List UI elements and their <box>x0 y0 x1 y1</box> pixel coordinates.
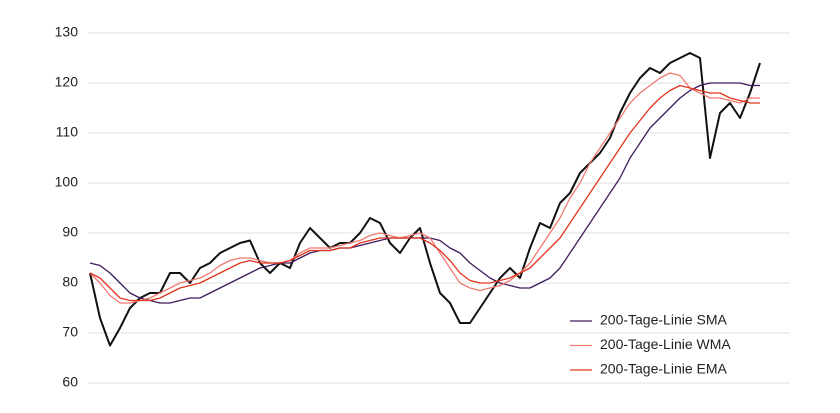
y-tick-label: 120 <box>55 74 79 90</box>
legend-label: 200-Tage-Linie SMA <box>600 312 728 328</box>
y-tick-label: 110 <box>56 124 79 140</box>
y-tick-label: 80 <box>62 274 78 290</box>
legend: 200-Tage-Linie SMA 200-Tage-Linie WMA 200-… <box>570 312 731 377</box>
legend-label: 200-Tage-Linie WMA <box>600 336 731 352</box>
y-tick-label: 90 <box>62 224 78 240</box>
series-line <box>89 84 760 302</box>
series-line <box>89 52 761 347</box>
y-tick-label: 70 <box>62 324 78 340</box>
legend-label: 200-Tage-Linie EMA <box>600 361 728 377</box>
series-line <box>89 82 760 304</box>
y-tick-label: 60 <box>62 374 78 390</box>
y-tick-label: 130 <box>55 24 79 40</box>
y-tick-label: 100 <box>55 174 79 190</box>
series-line <box>89 72 760 304</box>
